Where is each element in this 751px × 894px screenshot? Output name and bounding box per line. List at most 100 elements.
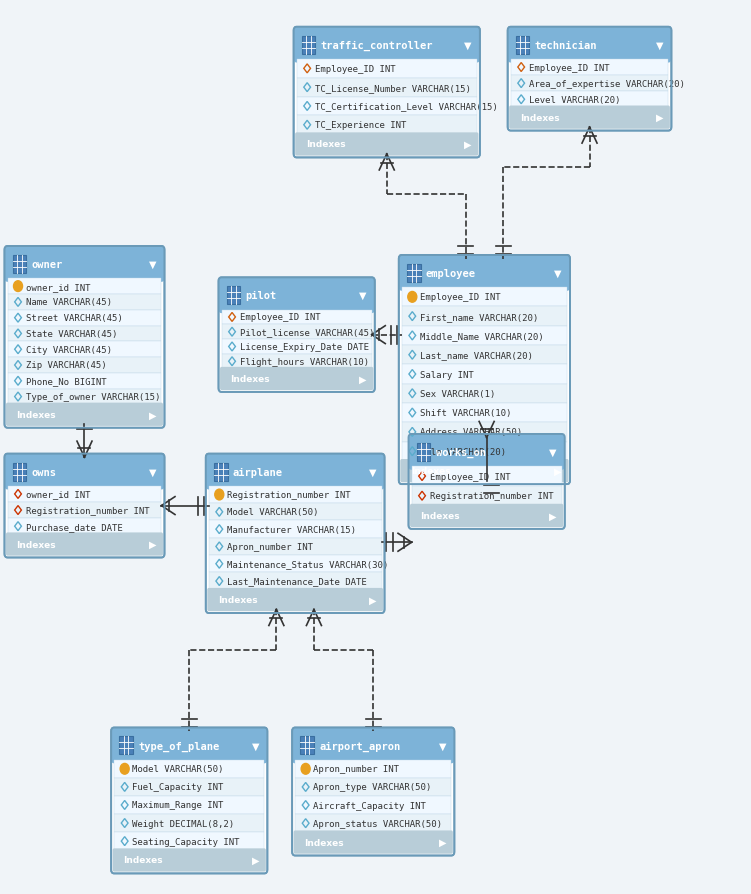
FancyBboxPatch shape [209,573,382,590]
FancyBboxPatch shape [402,403,567,423]
Text: Aircraft_Capacity INT: Aircraft_Capacity INT [313,801,426,810]
Text: ▼: ▼ [149,259,156,270]
FancyBboxPatch shape [402,326,567,346]
Text: Registration_number INT: Registration_number INT [227,491,351,500]
Text: Fuel_Capacity INT: Fuel_Capacity INT [132,782,224,791]
FancyBboxPatch shape [8,358,161,374]
Text: ▼: ▼ [656,40,663,51]
FancyBboxPatch shape [402,423,567,442]
FancyBboxPatch shape [8,502,161,519]
FancyBboxPatch shape [297,116,477,135]
FancyBboxPatch shape [407,265,421,283]
Text: ▼: ▼ [554,268,562,279]
FancyBboxPatch shape [402,442,567,461]
Text: Indexes: Indexes [231,375,270,384]
Text: ▶: ▶ [252,855,259,865]
FancyBboxPatch shape [294,831,453,854]
FancyBboxPatch shape [511,76,668,92]
FancyBboxPatch shape [209,486,382,503]
FancyBboxPatch shape [111,728,267,873]
FancyBboxPatch shape [206,454,385,613]
Text: ▶: ▶ [149,409,156,420]
FancyBboxPatch shape [294,28,480,158]
FancyBboxPatch shape [219,278,375,314]
Text: TC_Certification_Level VARCHAR(15): TC_Certification_Level VARCHAR(15) [315,102,497,112]
FancyBboxPatch shape [8,486,161,502]
Circle shape [120,763,129,774]
Text: owner_id INT: owner_id INT [26,283,90,291]
Text: Manufacturer VARCHAR(15): Manufacturer VARCHAR(15) [227,525,356,534]
Circle shape [301,763,310,774]
Text: Seating_Capacity INT: Seating_Capacity INT [132,837,240,846]
FancyBboxPatch shape [114,796,264,814]
Text: Maintenance_Status VARCHAR(30): Maintenance_Status VARCHAR(30) [227,560,388,569]
FancyBboxPatch shape [295,797,451,814]
Text: License_Expiry_Date DATE: License_Expiry_Date DATE [240,342,369,351]
FancyBboxPatch shape [114,832,264,850]
FancyBboxPatch shape [13,256,26,274]
FancyBboxPatch shape [214,463,228,481]
FancyBboxPatch shape [5,454,164,558]
Text: Level VARCHAR(20): Level VARCHAR(20) [529,96,620,105]
Text: Apron_number INT: Apron_number INT [313,764,400,773]
Text: Registration_number INT: Registration_number INT [430,492,553,501]
FancyBboxPatch shape [114,760,264,778]
FancyBboxPatch shape [302,37,315,55]
Text: ▶: ▶ [656,113,663,123]
Text: TC_License_Number VARCHAR(15): TC_License_Number VARCHAR(15) [315,83,471,93]
FancyBboxPatch shape [295,760,451,778]
FancyBboxPatch shape [222,310,372,325]
Text: Name VARCHAR(45): Name VARCHAR(45) [26,298,112,307]
Text: Employee_ID INT: Employee_ID INT [240,313,320,322]
Text: ▶: ▶ [369,595,376,605]
Text: Zip VARCHAR(45): Zip VARCHAR(45) [26,361,106,370]
FancyBboxPatch shape [8,326,161,342]
Circle shape [14,282,23,292]
FancyBboxPatch shape [209,555,382,573]
FancyBboxPatch shape [209,521,382,538]
Text: Indexes: Indexes [218,595,258,604]
FancyBboxPatch shape [292,728,454,856]
FancyBboxPatch shape [300,737,314,755]
Text: Indexes: Indexes [520,114,559,122]
FancyBboxPatch shape [399,256,570,485]
Circle shape [408,292,417,303]
FancyBboxPatch shape [209,538,382,555]
Text: traffic_controller: traffic_controller [321,40,433,51]
Text: Salary INT: Salary INT [420,370,474,379]
FancyBboxPatch shape [8,295,161,310]
Text: ▶: ▶ [549,510,556,521]
FancyBboxPatch shape [207,588,383,611]
Text: Area_of_expertise VARCHAR(20): Area_of_expertise VARCHAR(20) [529,80,685,89]
Text: Type_of_owner VARCHAR(15): Type_of_owner VARCHAR(15) [26,392,160,401]
Text: Sex VARCHAR(1): Sex VARCHAR(1) [420,390,495,399]
FancyBboxPatch shape [297,79,477,97]
FancyBboxPatch shape [412,486,562,506]
FancyBboxPatch shape [295,133,478,156]
Text: pilot: pilot [246,291,277,301]
Text: owns: owns [32,467,56,477]
FancyBboxPatch shape [294,28,480,63]
Text: Pilot_license VARCHAR(45): Pilot_license VARCHAR(45) [240,328,374,337]
Text: Street VARCHAR(45): Street VARCHAR(45) [26,314,122,323]
FancyBboxPatch shape [399,256,570,291]
FancyBboxPatch shape [295,814,451,832]
Text: Indexes: Indexes [17,410,56,419]
FancyBboxPatch shape [114,778,264,796]
Text: Employee_ID INT: Employee_ID INT [430,472,510,481]
Text: ▼: ▼ [252,740,259,751]
Text: Employee_ID INT: Employee_ID INT [315,64,395,74]
FancyBboxPatch shape [412,467,562,486]
FancyBboxPatch shape [508,28,671,131]
Text: Purchase_date DATE: Purchase_date DATE [26,522,122,531]
FancyBboxPatch shape [8,519,161,535]
Text: Phone_No BIGINT: Phone_No BIGINT [26,377,106,386]
FancyBboxPatch shape [508,28,671,63]
FancyBboxPatch shape [222,325,372,340]
Text: ▶: ▶ [439,837,446,848]
Text: employee: employee [426,268,476,279]
Text: airplane: airplane [233,467,283,477]
Text: ▼: ▼ [549,447,556,458]
FancyBboxPatch shape [220,367,373,391]
Text: Role VARCHAR(20): Role VARCHAR(20) [420,447,506,456]
